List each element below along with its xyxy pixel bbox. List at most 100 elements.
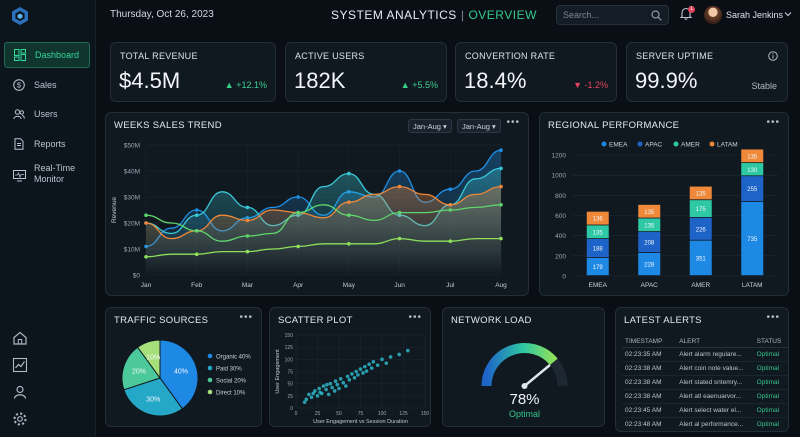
title-separator: | (460, 8, 465, 22)
y-tick-label: 100 (285, 357, 294, 363)
sidebar-item-label: Real-Time Monitor (34, 163, 76, 184)
alert-timestamp: 02:23:38 AM (622, 361, 677, 376)
table-row[interactable]: 02:23:48 AM Alert al performance... Optima… (622, 417, 788, 431)
more-menu-icon[interactable]: ••• (766, 117, 780, 128)
table-row[interactable]: 02:23:35 AM Alert alarm regulare... Optima… (622, 347, 788, 362)
header: Thursday, Oct 26, 2023 SYSTEM ANALYTICS |… (96, 0, 800, 30)
sidebar-item-real-time-monitor[interactable]: Real-Time Monitor (4, 161, 90, 195)
more-menu-icon[interactable]: ••• (408, 312, 422, 323)
scatter-point (354, 369, 358, 374)
chevron-down-icon[interactable] (784, 9, 792, 19)
bar-value-label: 135 (747, 154, 758, 160)
info-icon[interactable] (768, 51, 778, 61)
kpi-card-active-users: ACTIVE USERS 182K ▲ +5.5% (285, 42, 447, 102)
data-point (499, 236, 503, 241)
page-title: SYSTEM ANALYTICS | OVERVIEW (331, 8, 537, 22)
gauge-hub (521, 383, 528, 389)
table-row[interactable]: 02:23:38 AM Alert coin note value... Optim… (622, 361, 788, 376)
card-title: SCATTER PLOT (278, 315, 353, 326)
y-tick-label: 800 (555, 193, 566, 200)
sidebar-item-reports[interactable]: Reports (4, 131, 90, 157)
scatter-point (371, 359, 376, 364)
x-tick-label: AMER (691, 282, 710, 289)
kpi-change-value: +5.5% (412, 80, 438, 90)
home-icon[interactable] (12, 330, 28, 346)
data-point (144, 255, 148, 259)
pie-slice (159, 339, 199, 410)
scatter-point (313, 389, 317, 393)
x-tick-label: 75 (358, 411, 364, 417)
scatter-point (356, 373, 360, 377)
table-row[interactable]: 02:23:38 AM Alert stated sntemry... Optima… (622, 375, 788, 390)
kpi-value: 99.9% (635, 68, 698, 93)
scatter-point (320, 391, 324, 396)
user-name[interactable]: Sarah Jenkins (726, 10, 784, 20)
bar-value-label: 188 (593, 247, 604, 253)
y-tick-label: 600 (555, 213, 566, 220)
traffic-sources-card: TRAFFIC SOURCES ••• 40% 30% 20% 10% Organic … (105, 307, 262, 427)
bar-segment (638, 218, 661, 232)
x-tick-label: 125 (399, 411, 408, 417)
alert-timestamp: 02:23:45 AM (622, 403, 677, 418)
data-point (245, 249, 250, 254)
data-point (397, 210, 402, 215)
scatter-point (337, 386, 341, 391)
card-title: TRAFFIC SOURCES (114, 315, 209, 326)
current-date: Thursday, Oct 26, 2023 (110, 9, 214, 20)
kpi-label: TOTAL REVENUE (120, 51, 198, 61)
chart-icon[interactable] (12, 357, 28, 373)
x-tick-label: 25 (315, 411, 321, 417)
avatar[interactable] (704, 6, 722, 24)
table-row[interactable]: 02:23:38 AM Alert atl eaenuarvor... Optima… (622, 389, 788, 404)
data-point (448, 187, 453, 191)
date-range-select-1[interactable]: Jan-Aug ▾ (408, 119, 452, 133)
scatter-point (358, 367, 363, 371)
search-input[interactable] (563, 10, 649, 20)
scatter-point (330, 385, 334, 390)
data-point (397, 184, 402, 189)
sidebar-item-users[interactable]: Users (4, 101, 90, 127)
data-point (347, 242, 351, 246)
page-title-sub: OVERVIEW (468, 8, 537, 22)
table-row[interactable]: 02:23:45 AM Alert select water el... Optim… (622, 403, 788, 418)
user-icon[interactable] (12, 384, 28, 400)
more-menu-icon[interactable]: ••• (239, 312, 253, 323)
search-icon[interactable] (651, 10, 662, 21)
alert-status: Optimal (753, 361, 788, 376)
legend-label: Social 20% (216, 378, 247, 384)
sidebar-item-sales[interactable]: $ Sales (4, 72, 90, 98)
scatter-point (397, 352, 401, 357)
more-menu-icon[interactable]: ••• (766, 312, 780, 323)
x-tick-label: Jan (141, 282, 152, 289)
scatter-point (364, 369, 369, 373)
bell-icon[interactable] (680, 7, 692, 20)
sidebar-item-label: Sales (34, 80, 57, 90)
card-title: REGIONAL PERFORMANCE (548, 120, 680, 131)
network-gauge (481, 343, 568, 389)
bar-segment (741, 163, 764, 176)
scatter-point (375, 363, 380, 367)
y-tick-label: $50M (124, 143, 140, 150)
settings-icon[interactable] (12, 411, 28, 427)
data-point (296, 210, 300, 215)
page-title-main: SYSTEM ANALYTICS (331, 8, 457, 22)
svg-text:$: $ (17, 81, 22, 90)
bar-value-label: 351 (696, 257, 707, 263)
bar-segment (741, 176, 764, 202)
more-menu-icon[interactable]: ••• (506, 117, 520, 128)
alert-timestamp: 02:23:38 AM (622, 389, 677, 404)
alert-status: Optimal (753, 389, 788, 404)
bar-segment (638, 232, 661, 253)
x-tick-label: 0 (295, 411, 298, 417)
data-point (397, 169, 402, 173)
bar-segment (586, 211, 609, 225)
card-title: LATEST ALERTS (624, 315, 702, 326)
data-point (499, 148, 503, 152)
sidebar-item-dashboard[interactable]: Dashboard (4, 42, 90, 68)
bar-value-label: 228 (644, 263, 655, 269)
scatter-point (406, 348, 410, 353)
date-range-select-2[interactable]: Jan-Aug ▾ (457, 119, 501, 133)
bar-value-label: 136 (593, 217, 604, 223)
y-tick-label: 125 (285, 345, 294, 351)
y-axis-label: User Engagement (275, 349, 281, 394)
